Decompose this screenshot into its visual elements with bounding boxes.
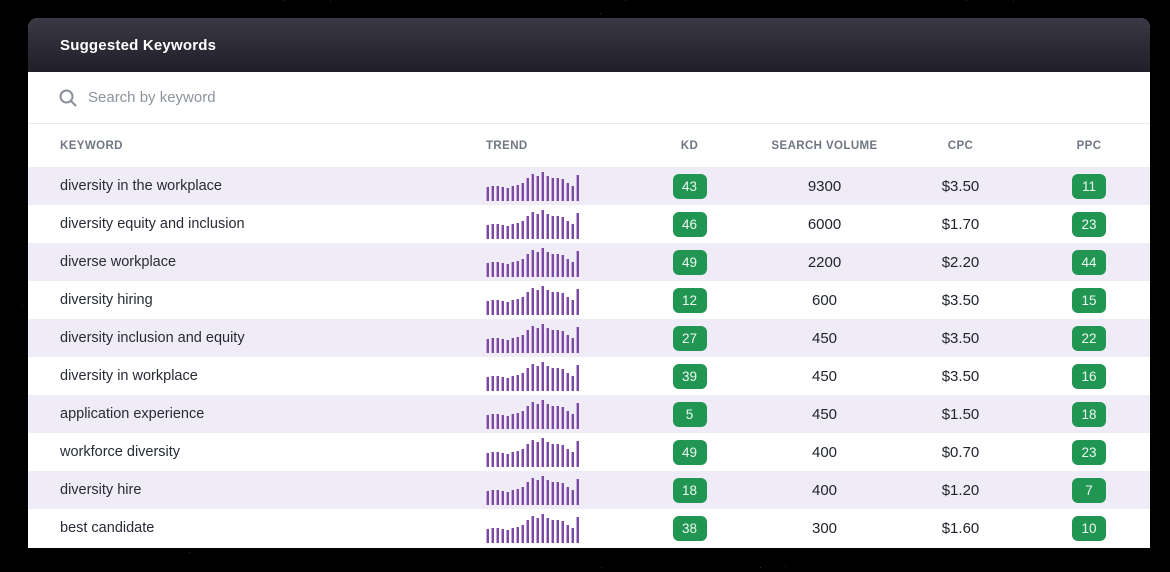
keyword-cell: workforce diversity (60, 444, 181, 460)
table-row[interactable]: diversity equity and inclusion 46 6000 $… (28, 205, 1150, 243)
ppc-badge: 23 (1072, 439, 1106, 465)
keyword-cell: application experience (60, 406, 205, 422)
cpc-cell: $1.50 (941, 405, 980, 423)
trend-sparkline (483, 171, 623, 201)
cpc-cell: $1.70 (941, 215, 980, 233)
kd-badge: 39 (672, 363, 707, 389)
search-volume-cell: 400 (811, 481, 838, 499)
kd-badge: 18 (672, 477, 707, 503)
ppc-badge: 15 (1072, 287, 1106, 313)
table-row[interactable]: diversity hiring 12 600 $3.50 15 (28, 281, 1150, 319)
search-volume-cell: 450 (811, 329, 838, 347)
table-header: KEYWORD TREND KD SEARCH VOLUME CPC PPC (28, 124, 1150, 167)
column-header-trend: TREND (486, 139, 528, 152)
trend-sparkline (483, 285, 623, 315)
search-volume-cell: 6000 (807, 215, 842, 233)
search-volume-cell: 450 (811, 367, 838, 385)
trend-sparkline (483, 361, 623, 391)
trend-sparkline (483, 209, 623, 239)
search-volume-cell: 9300 (807, 177, 842, 195)
trend-sparkline (483, 399, 623, 429)
keyword-cell: diversity in workplace (60, 368, 198, 384)
cpc-cell: $3.50 (941, 291, 980, 309)
column-header-ppc: PPC (1076, 139, 1102, 152)
column-header-keyword: KEYWORD (60, 139, 123, 152)
table-body: diversity in the workplace 43 9300 $3.50… (28, 167, 1150, 547)
keyword-cell: diversity in the workplace (60, 178, 222, 194)
search-volume-cell: 600 (811, 291, 838, 309)
trend-sparkline (483, 437, 623, 467)
search-volume-cell: 2200 (807, 253, 842, 271)
search-volume-cell: 450 (811, 405, 838, 423)
keyword-cell: best candidate (60, 520, 155, 536)
search-input[interactable] (88, 89, 1150, 106)
ppc-badge: 22 (1072, 325, 1106, 351)
ppc-badge: 44 (1072, 249, 1106, 275)
table-row[interactable]: diversity hire 18 400 $1.20 7 (28, 471, 1150, 509)
kd-badge: 46 (672, 211, 707, 237)
table-row[interactable]: best candidate 38 300 $1.60 10 (28, 509, 1150, 547)
keyword-cell: diversity hiring (60, 292, 153, 308)
suggested-keywords-panel: Suggested Keywords KEYWORD TREND KD SEAR… (28, 18, 1150, 548)
keyword-cell: diversity equity and inclusion (60, 216, 245, 232)
ppc-badge: 16 (1072, 363, 1106, 389)
cpc-cell: $1.20 (941, 481, 980, 499)
table-row[interactable]: diversity in workplace 39 450 $3.50 16 (28, 357, 1150, 395)
trend-sparkline (483, 323, 623, 353)
ppc-badge: 10 (1072, 515, 1106, 541)
kd-badge: 38 (672, 515, 707, 541)
keyword-cell: diverse workplace (60, 254, 177, 270)
cpc-cell: $0.70 (941, 443, 980, 461)
column-header-kd: KD (680, 139, 699, 152)
trend-sparkline (483, 513, 623, 543)
kd-badge: 12 (672, 287, 707, 313)
kd-badge: 5 (672, 401, 707, 427)
keyword-cell: diversity hire (60, 482, 142, 498)
cpc-cell: $1.60 (941, 519, 980, 537)
table-row[interactable]: diversity in the workplace 43 9300 $3.50… (28, 167, 1150, 205)
keyword-cell: diversity inclusion and equity (60, 330, 245, 346)
cpc-cell: $3.50 (941, 177, 980, 195)
ppc-badge: 11 (1072, 173, 1106, 199)
cpc-cell: $2.20 (941, 253, 980, 271)
kd-badge: 49 (672, 439, 707, 465)
table-row[interactable]: diversity inclusion and equity 27 450 $3… (28, 319, 1150, 357)
panel-title: Suggested Keywords (60, 36, 217, 54)
ppc-badge: 18 (1072, 401, 1106, 427)
column-header-cpc: CPC (947, 139, 974, 152)
kd-badge: 43 (672, 173, 707, 199)
search-volume-cell: 400 (811, 443, 838, 461)
cpc-cell: $3.50 (941, 367, 980, 385)
table-row[interactable]: diverse workplace 49 2200 $2.20 44 (28, 243, 1150, 281)
search-icon (59, 89, 77, 106)
kd-badge: 27 (672, 325, 707, 351)
cpc-cell: $3.50 (941, 329, 980, 347)
search-bar (28, 72, 1150, 124)
column-header-search-volume: SEARCH VOLUME (771, 139, 878, 152)
table-row[interactable]: application experience 5 450 $1.50 18 (28, 395, 1150, 433)
kd-badge: 49 (672, 249, 707, 275)
table-row[interactable]: workforce diversity 49 400 $0.70 23 (28, 433, 1150, 471)
ppc-badge: 23 (1072, 211, 1106, 237)
trend-sparkline (483, 475, 623, 505)
search-volume-cell: 300 (811, 519, 838, 537)
panel-titlebar: Suggested Keywords (28, 18, 1150, 72)
trend-sparkline (483, 247, 623, 277)
ppc-badge: 7 (1072, 477, 1106, 503)
